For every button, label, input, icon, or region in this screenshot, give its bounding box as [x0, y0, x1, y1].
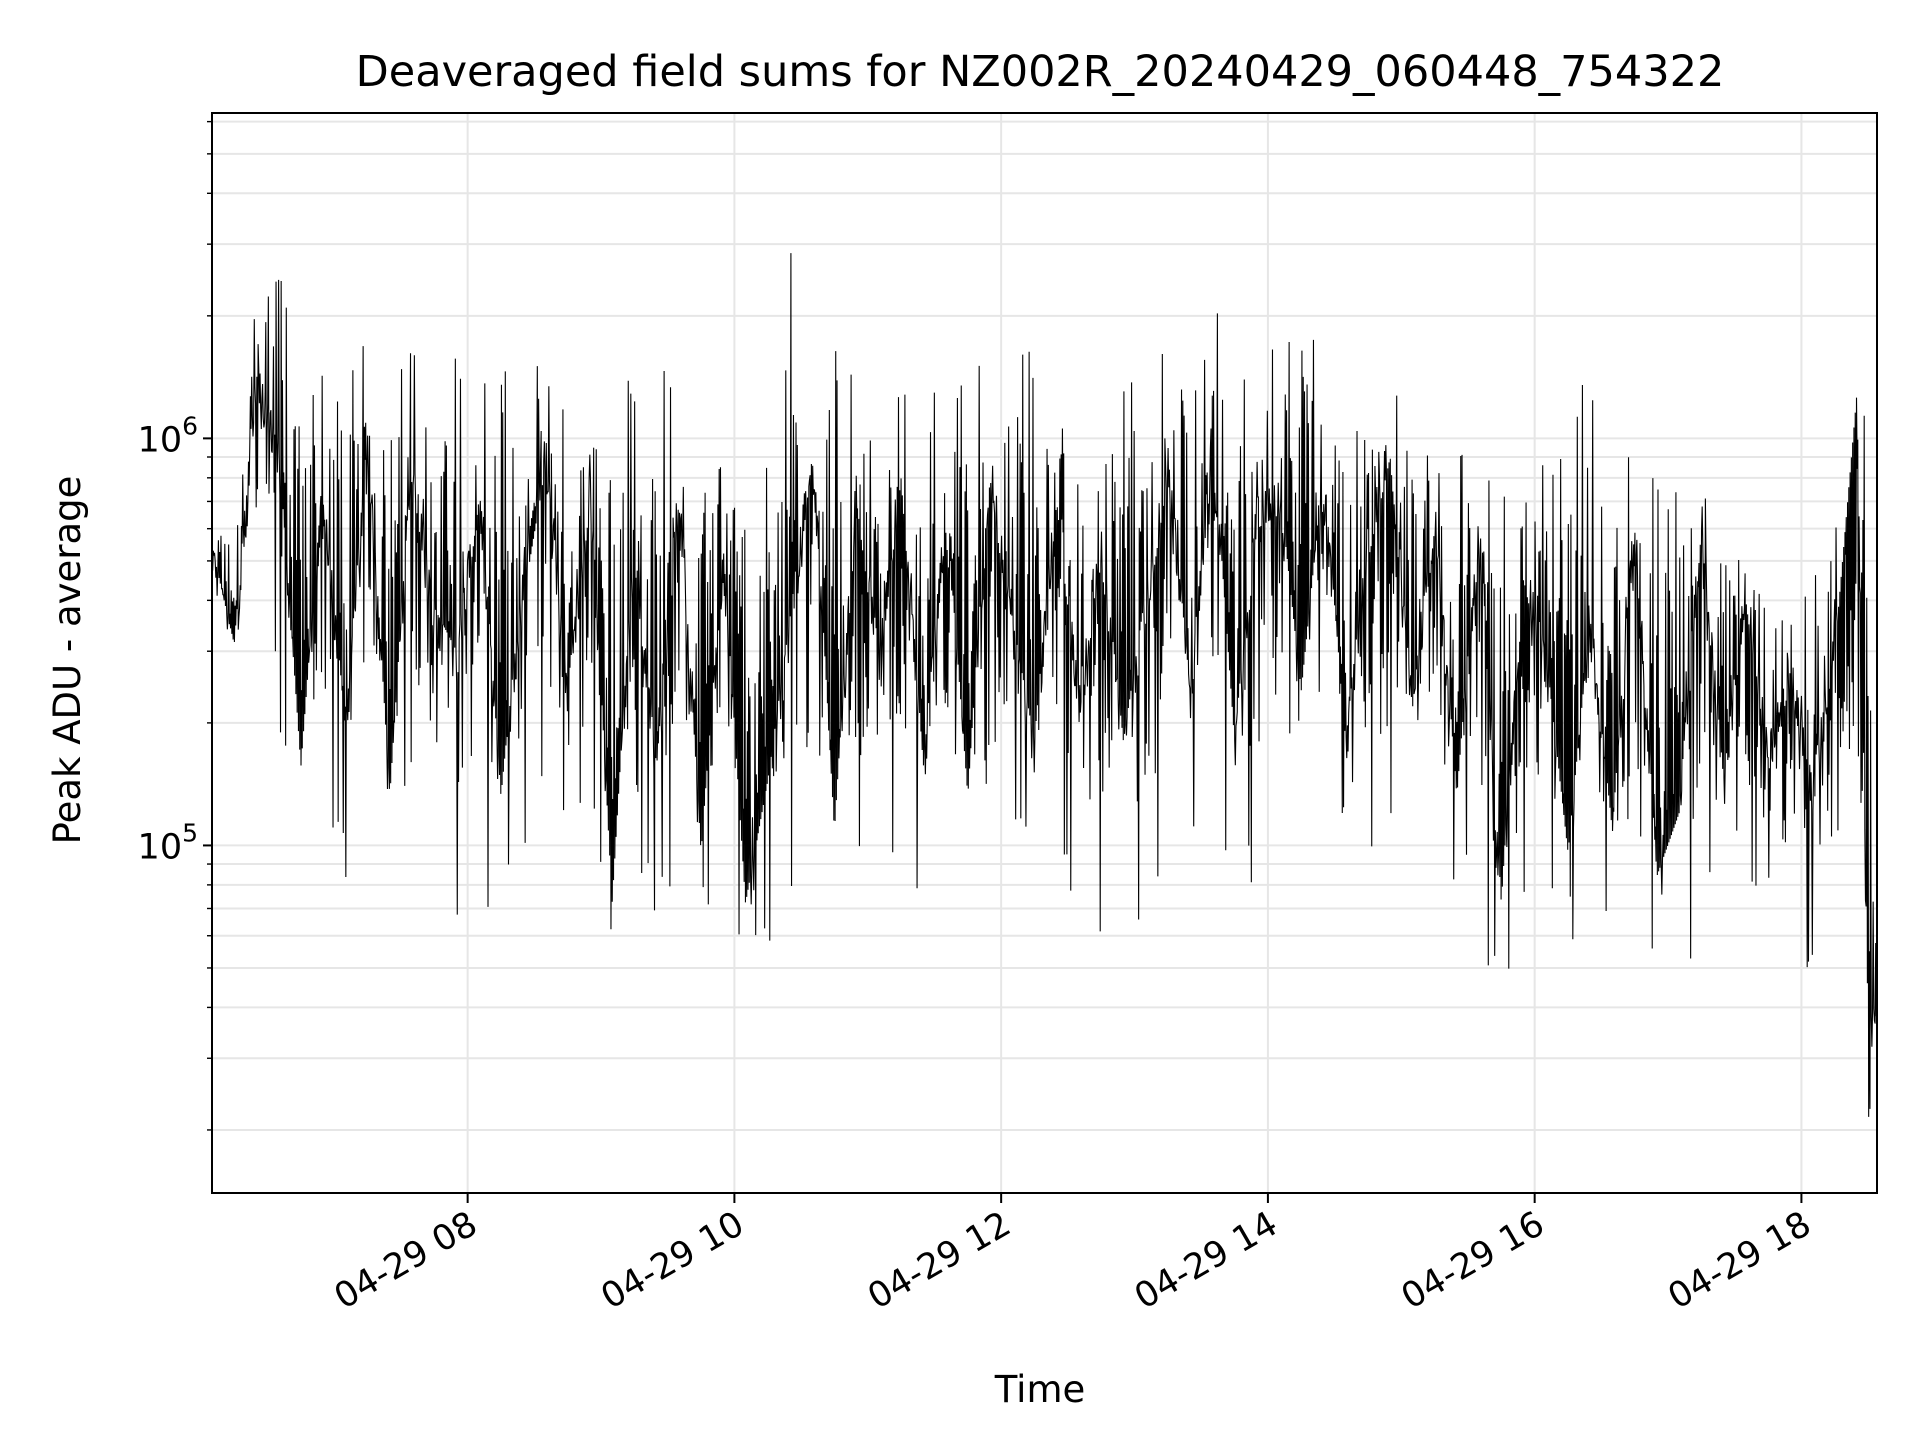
y-tick-base: 10 [138, 420, 183, 460]
y-tick-exponent: 5 [182, 818, 198, 847]
plot-frame [211, 112, 1878, 1194]
data-layer [212, 253, 1877, 1117]
series-line [212, 253, 1877, 1117]
y-tick-base: 10 [138, 827, 183, 867]
y-tick-label: 105 [138, 818, 198, 867]
y-tick-exponent: 6 [182, 411, 198, 440]
chart-title: Deaveraged field sums for NZ002R_2024042… [356, 47, 1725, 97]
y-tick-label: 106 [138, 411, 198, 460]
y-axis-label: Peak ADU - average [46, 476, 89, 845]
x-axis-label: Time [994, 1368, 1086, 1411]
